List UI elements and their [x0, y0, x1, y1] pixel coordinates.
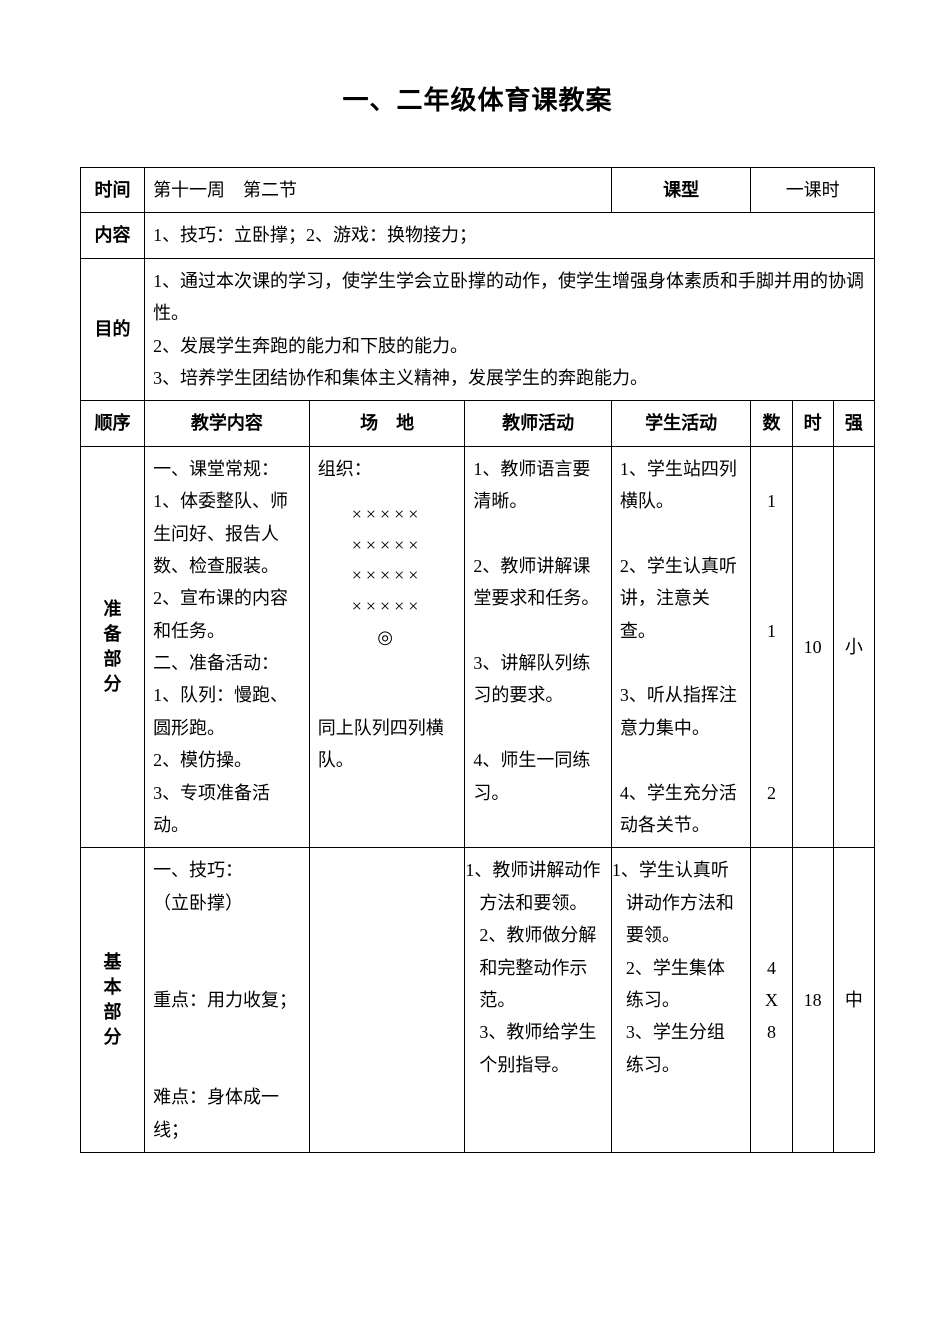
formation-row: ××××× — [318, 591, 457, 622]
col-student: 学生活动 — [611, 401, 751, 446]
row-time: 时间 第十一周 第二节 课型 一课时 — [81, 168, 875, 213]
type-value: 一课时 — [751, 168, 875, 213]
prep-intensity: 小 — [833, 446, 874, 848]
basic-time: 18 — [792, 848, 833, 1153]
purpose-value: 1、通过本次课的学习，使学生学会立卧撑的动作，使学生增强身体素质和手脚并用的协调… — [145, 258, 875, 401]
basic-teacher: 1、教师讲解动作方法和要领。 2、教师做分解和完整动作示范。 3、教师给学生个别… — [465, 848, 611, 1153]
prep-field-head: 组织： — [318, 453, 457, 485]
col-count: 数 — [751, 401, 792, 446]
col-order: 顺序 — [81, 401, 145, 446]
col-teacher: 教师活动 — [465, 401, 611, 446]
section-label-prep: 准 备 部 分 — [81, 446, 145, 848]
basic-teach-content: 一、技巧： （立卧撑） 重点：用力收复； 难点：身体成一线； — [145, 848, 310, 1153]
purpose-label: 目的 — [81, 258, 145, 401]
prep-time: 10 — [792, 446, 833, 848]
basic-count: 4 X 8 — [751, 848, 792, 1153]
basic-field — [309, 848, 465, 1153]
content-value: 1、技巧：立卧撑；2、游戏：换物接力； — [145, 213, 875, 258]
time-label: 时间 — [81, 168, 145, 213]
prep-field: 组织： ××××× ××××× ××××× ××××× ◎ 同上队列四列横队。 — [309, 446, 465, 848]
section-basic: 基 本 部 分 一、技巧： （立卧撑） 重点：用力收复； 难点：身体成一线； 1… — [81, 848, 875, 1153]
basic-student: 1、学生认真听讲动作方法和要领。 2、学生集体练习。 3、学生分组练习。 — [611, 848, 751, 1153]
section-prep: 准 备 部 分 一、课堂常规： 1、体委整队、师生问好、报告人数、检查服装。 2… — [81, 446, 875, 848]
row-purpose: 目的 1、通过本次课的学习，使学生学会立卧撑的动作，使学生增强身体素质和手脚并用… — [81, 258, 875, 401]
type-label: 课型 — [611, 168, 751, 213]
formation-row: ◎ — [318, 622, 457, 653]
section-label-basic: 基 本 部 分 — [81, 848, 145, 1153]
prep-count: 1 1 2 — [751, 446, 792, 848]
content-label: 内容 — [81, 213, 145, 258]
row-columns: 顺序 教学内容 场 地 教师活动 学生活动 数 时 强 — [81, 401, 875, 446]
lesson-plan-table: 时间 第十一周 第二节 课型 一课时 内容 1、技巧：立卧撑；2、游戏：换物接力… — [80, 167, 875, 1153]
col-teach-content: 教学内容 — [145, 401, 310, 446]
prep-student: 1、学生站四列横队。 2、学生认真听讲，注意关查。 3、听从指挥注意力集中。 4… — [611, 446, 751, 848]
col-field: 场 地 — [309, 401, 465, 446]
page-title: 一、二年级体育课教案 — [80, 80, 875, 117]
basic-intensity: 中 — [833, 848, 874, 1153]
col-intensity: 强 — [833, 401, 874, 446]
formation-row: ××××× — [318, 560, 457, 591]
formation-row: ××××× — [318, 499, 457, 530]
row-content: 内容 1、技巧：立卧撑；2、游戏：换物接力； — [81, 213, 875, 258]
formation-row: ××××× — [318, 530, 457, 561]
prep-teach-content: 一、课堂常规： 1、体委整队、师生问好、报告人数、检查服装。 2、宣布课的内容和… — [145, 446, 310, 848]
time-value: 第十一周 第二节 — [145, 168, 612, 213]
prep-field-foot: 同上队列四列横队。 — [318, 712, 457, 777]
col-time: 时 — [792, 401, 833, 446]
prep-teacher: 1、教师语言要清晰。 2、教师讲解课堂要求和任务。 3、讲解队列练习的要求。 4… — [465, 446, 611, 848]
